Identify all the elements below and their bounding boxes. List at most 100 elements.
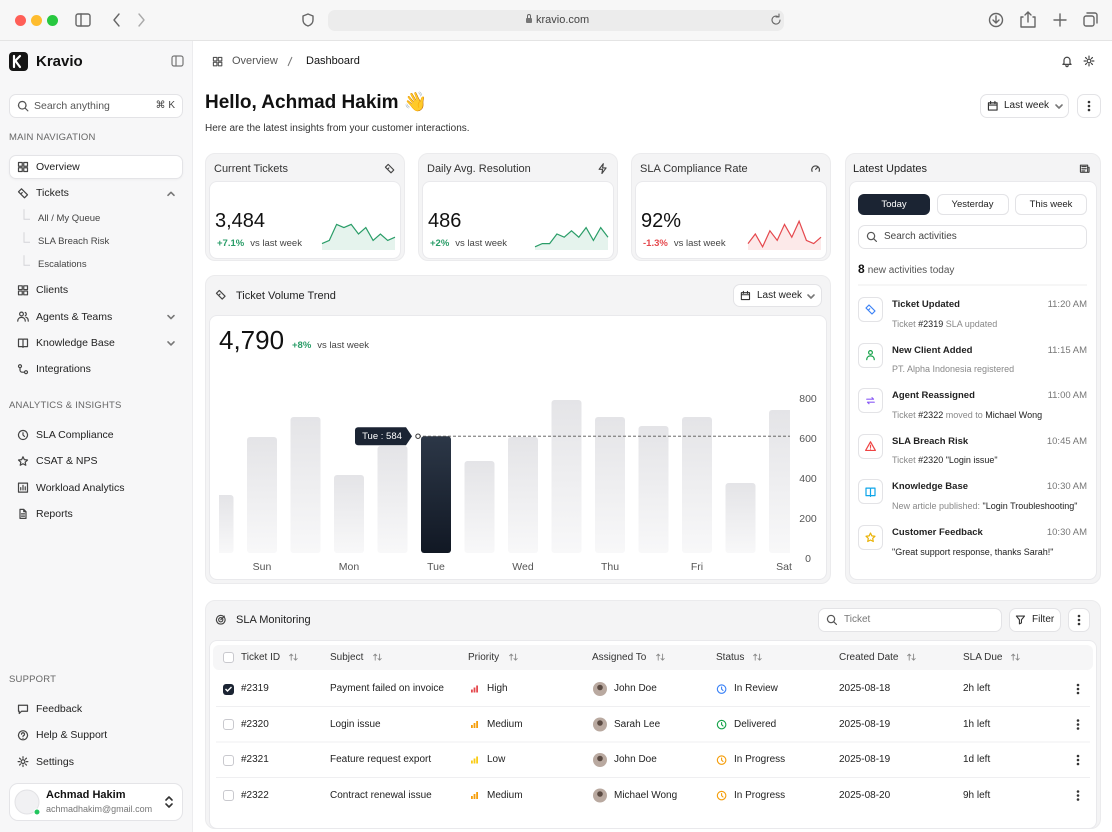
activity-title: Ticket Updated — [892, 299, 960, 310]
activity-desc-strong: "Great support response, thanks Sarah!" — [892, 546, 1054, 557]
activity-title: Knowledge Base — [892, 481, 969, 493]
stat-change: -1.3% — [643, 238, 668, 249]
cell-subject: Contract renewal issue — [330, 789, 432, 801]
tab-active[interactable] — [858, 194, 930, 215]
activity-title: Agent Reassigned — [892, 390, 975, 402]
nav-label: SLA Compliance — [36, 429, 114, 441]
maximize-button[interactable] — [47, 15, 58, 26]
cell-priority: High — [487, 683, 508, 694]
chart-body — [209, 315, 827, 580]
cell-id: #2319 — [241, 683, 269, 694]
greeting: Hello, Achmad Hakim 👋 — [205, 92, 428, 113]
chart-change-line: +8% vs last week — [292, 338, 369, 354]
updates-title: Latest Updates — [853, 163, 927, 175]
address-bar[interactable] — [328, 10, 784, 31]
cell-created: 2025-08-19 — [839, 718, 891, 730]
cell-subject: Feature request export — [330, 754, 432, 765]
activity-desc-text: moved to — [943, 409, 986, 420]
cell-due: 2h left — [963, 683, 991, 694]
stat-body — [209, 181, 401, 259]
table-body — [209, 640, 1097, 829]
activity-count: 8 — [858, 262, 865, 276]
brand-name: Kravio — [36, 53, 83, 70]
nav-label: Feedback — [36, 703, 83, 715]
chart-change: +8% — [292, 340, 312, 351]
user-name: Achmad Hakim — [46, 789, 126, 801]
stat-comparison: vs last week — [673, 238, 726, 249]
nav-subitem: All / My Queue — [38, 213, 101, 225]
tab-label: Today — [881, 198, 907, 210]
checkbox[interactable] — [223, 652, 234, 663]
activity-desc-strong: #2322 — [918, 409, 944, 420]
column-header: Priority — [468, 651, 500, 663]
url: kravio.com — [536, 14, 590, 26]
nav-label: Knowledge Base — [36, 336, 115, 349]
nav-subitem: Escalations — [38, 259, 87, 271]
checkbox[interactable] — [223, 719, 234, 730]
cell-assignee: Michael Wong — [614, 789, 678, 801]
column-header: SLA Due — [963, 651, 1003, 663]
activity-search[interactable] — [858, 225, 1087, 249]
column-header: Ticket ID — [241, 651, 281, 663]
activity-icon-box — [858, 525, 883, 550]
activity-desc: "Great support response, thanks Sarah!" — [892, 544, 1053, 560]
activity-time: 11:15 AM — [1047, 344, 1087, 356]
sidebar-search[interactable] — [9, 94, 183, 118]
tab-label: Yesterday — [951, 198, 994, 210]
activity-desc-text: SLA updated — [943, 318, 998, 329]
table-search[interactable] — [818, 608, 1002, 632]
cell-id: #2320 — [241, 718, 269, 730]
minimize-button[interactable] — [31, 15, 42, 26]
nav-label: Settings — [36, 755, 74, 768]
close-button[interactable] — [15, 15, 26, 26]
activity-desc: Ticket #2322 moved to Michael Wong — [892, 407, 1042, 423]
nav-item-active[interactable] — [9, 155, 183, 179]
activity-desc: Ticket #2319 SLA updated — [892, 316, 997, 332]
cell-due: 1d left — [963, 754, 991, 765]
cell-subject: Payment failed on invoice — [330, 683, 444, 694]
activity-title: New Client Added — [892, 344, 973, 356]
chart-period: Last week — [757, 290, 803, 301]
activity-desc-strong: #2319 — [918, 318, 944, 329]
tab[interactable] — [936, 194, 1009, 215]
activity-desc: PT. Alpha Indonesia registered — [892, 361, 1014, 377]
activity-time: 11:00 AM — [1047, 390, 1087, 402]
breadcrumb-current: Dashboard — [306, 55, 360, 67]
activity-title: SLA Breach Risk — [892, 435, 969, 447]
cell-status: In Review — [734, 683, 778, 694]
stat-comparison: vs last week — [455, 238, 508, 249]
activity-time: 10:30 AM — [1046, 481, 1087, 493]
cell-priority: Medium — [487, 789, 523, 801]
activity-desc: Ticket #2320 "Login issue" — [892, 452, 998, 468]
stat-change-line: -1.3% vs last week — [643, 236, 726, 252]
cell-id: #2322 — [241, 789, 269, 801]
nav-section-title: ANALYTICS & INSIGHTS — [9, 400, 122, 411]
activity-desc-strong: "Login Troubleshooting" — [982, 500, 1078, 511]
user-email: achmadhakim@gmail.com — [46, 804, 153, 814]
column-header: Status — [716, 651, 745, 663]
search-shortcut: ⌘ K — [155, 100, 175, 111]
table-search-placeholder: Ticket — [844, 614, 871, 625]
checkbox[interactable] — [223, 790, 234, 801]
activity-desc: New article published: "Login Troublesho… — [892, 498, 1078, 514]
checkbox-checked[interactable] — [223, 683, 234, 695]
checkbox[interactable] — [223, 754, 234, 766]
cell-created: 2025-08-18 — [839, 683, 891, 694]
activity-desc-text: PT. Alpha Indonesia registered — [892, 364, 1015, 375]
cell-status: In Progress — [734, 754, 786, 765]
activity-desc-strong: Michael Wong — [985, 409, 1043, 420]
nav-label: Workload Analytics — [36, 481, 125, 494]
activity-desc-text: Ticket — [892, 455, 919, 466]
more-button[interactable] — [1077, 94, 1101, 118]
cell-priority: Low — [487, 754, 506, 765]
cell-due: 9h left — [963, 789, 991, 801]
stat-title: Daily Avg. Resolution — [427, 163, 531, 175]
tab[interactable] — [1015, 194, 1087, 215]
chart-period-button[interactable] — [733, 284, 822, 307]
tab-label: This week — [1029, 198, 1073, 210]
cell-due: 1h left — [963, 718, 991, 730]
activity-desc-text: New article published: — [892, 500, 983, 511]
table-more-button[interactable] — [1068, 608, 1090, 632]
